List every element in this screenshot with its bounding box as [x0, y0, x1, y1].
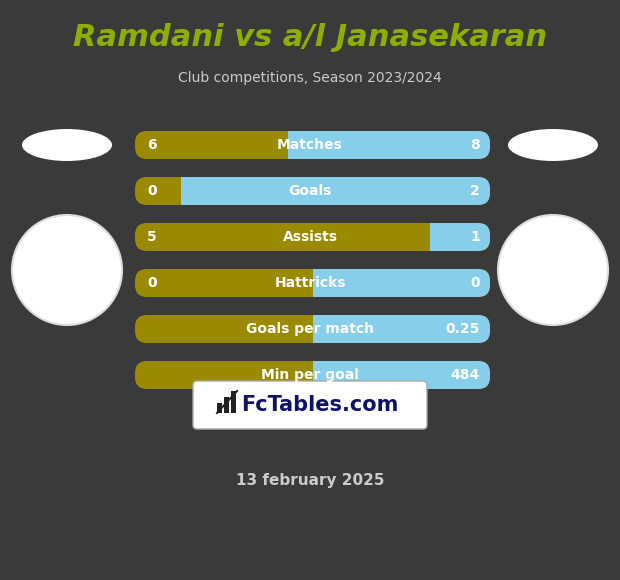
Text: 0.25: 0.25: [446, 322, 480, 336]
Text: 0: 0: [147, 276, 157, 290]
FancyBboxPatch shape: [430, 223, 490, 251]
Text: 13 february 2025: 13 february 2025: [236, 473, 384, 488]
Text: Goals per match: Goals per match: [246, 322, 374, 336]
FancyBboxPatch shape: [135, 361, 490, 389]
Bar: [224, 397, 229, 413]
Text: FcTables.com: FcTables.com: [241, 395, 399, 415]
Bar: [312, 269, 478, 297]
Text: 1: 1: [470, 230, 480, 244]
Text: 484: 484: [451, 368, 480, 382]
Text: Club competitions, Season 2023/2024: Club competitions, Season 2023/2024: [178, 71, 442, 85]
Text: Goals: Goals: [288, 184, 332, 198]
Circle shape: [498, 215, 608, 325]
Bar: [147, 315, 312, 343]
Bar: [147, 361, 312, 389]
Text: 0: 0: [147, 184, 157, 198]
Bar: [312, 361, 478, 389]
Text: Assists: Assists: [283, 230, 337, 244]
FancyBboxPatch shape: [135, 315, 490, 343]
FancyBboxPatch shape: [135, 269, 490, 297]
FancyBboxPatch shape: [312, 315, 490, 343]
Bar: [312, 315, 478, 343]
Bar: [147, 177, 181, 205]
Text: Hattricks: Hattricks: [274, 276, 346, 290]
Bar: [430, 223, 478, 251]
Bar: [217, 403, 222, 413]
Text: Min per goal: Min per goal: [261, 368, 359, 382]
Bar: [147, 223, 430, 251]
FancyBboxPatch shape: [288, 131, 490, 159]
Text: Matches: Matches: [277, 138, 343, 152]
FancyBboxPatch shape: [135, 131, 490, 159]
Circle shape: [12, 215, 122, 325]
Bar: [288, 131, 478, 159]
Ellipse shape: [508, 129, 598, 161]
FancyBboxPatch shape: [312, 361, 490, 389]
FancyBboxPatch shape: [135, 223, 490, 251]
Bar: [181, 177, 478, 205]
FancyBboxPatch shape: [135, 177, 490, 205]
Ellipse shape: [22, 129, 112, 161]
Text: 2: 2: [470, 184, 480, 198]
Text: 6: 6: [147, 138, 157, 152]
Text: Ramdani vs a/l Janasekaran: Ramdani vs a/l Janasekaran: [73, 24, 547, 53]
Bar: [231, 391, 236, 413]
Text: 8: 8: [470, 138, 480, 152]
Text: 5: 5: [147, 230, 157, 244]
FancyBboxPatch shape: [312, 269, 490, 297]
Text: 0: 0: [471, 276, 480, 290]
Bar: [147, 269, 312, 297]
FancyBboxPatch shape: [181, 177, 490, 205]
Bar: [147, 131, 288, 159]
FancyBboxPatch shape: [193, 381, 427, 429]
